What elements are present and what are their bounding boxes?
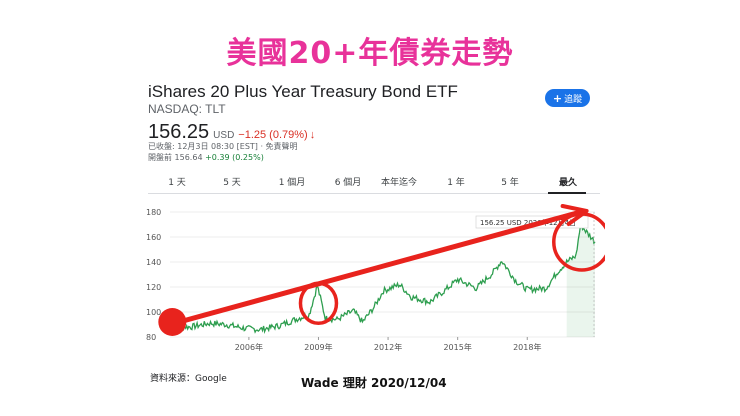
follow-button[interactable]: + 追蹤 [545,89,590,107]
price-row: 156.25 USD −1.25 (0.79%) ↓ [148,121,315,144]
x-tick-label: 2012年 [374,342,402,352]
y-tick-label: 120 [146,283,161,292]
close-info: 已收盤: 12月3日 08:30 [EST] · 免責聲明 [148,142,298,151]
start-marker [158,308,187,336]
exchange-ticker: NASDAQ: TLT [148,102,226,116]
active-tab-indicator [548,192,586,194]
data-source: 資料來源：Google [150,374,227,384]
y-tick-label: 80 [146,333,156,342]
premarket-info: 開盤前 156.64 +0.39 (0.25%) [148,152,264,163]
chart-grid [170,211,595,338]
current-price: 156.25 [148,121,210,143]
tab-1m[interactable]: 1 個月 [278,178,306,188]
tab-max[interactable]: 最久 [558,178,578,188]
plus-icon: + [552,91,563,105]
y-tick-label: 140 [146,258,161,267]
x-axis-ticks: 2006年 2009年 2012年 2015年 2018年 [235,337,541,352]
x-tick-label: 2009年 [304,342,332,352]
series-area [566,223,595,337]
premarket-change: +0.39 (0.25%) [205,153,264,162]
credit-line: Wade 理財 2020/12/04 [301,376,447,390]
x-tick-label: 2015年 [443,342,471,352]
tab-1d[interactable]: 1 天 [168,178,186,188]
premarket-price: 開盤前 156.64 [148,153,203,162]
x-tick-label: 2006年 [235,342,263,352]
arrow-down-icon: ↓ [309,129,316,141]
tooltip-text: 156.25 USD 2020年12月4日 [480,218,576,227]
y-tick-label: 160 [146,233,161,242]
y-tick-label: 180 [146,208,161,217]
trend-arrow [172,209,584,326]
follow-label: 追蹤 [564,94,583,105]
tab-5y[interactable]: 5 年 [501,178,519,188]
red-annotation [158,204,605,336]
series-line [169,221,596,335]
price-change: −1.25 (0.79%) [238,129,308,141]
tab-ytd[interactable]: 本年迄今 [380,178,418,188]
y-axis-ticks: 80 100 120 140 160 180 [146,208,161,342]
arrowhead [560,204,589,226]
range-tabs: 1 天 5 天 1 個月 6 個月 本年迄今 1 年 5 年 最久 [148,172,600,194]
page-title: 美國20+年債券走勢 [226,36,514,71]
circle-2009-peak [298,281,339,325]
fund-name: iShares 20 Plus Year Treasury Bond ETF [148,82,458,101]
x-tick-label: 2018年 [513,342,541,352]
circle-2020-peak [552,212,605,272]
tab-5d[interactable]: 5 天 [223,178,241,188]
currency: USD [213,130,235,141]
y-tick-label: 100 [146,308,161,317]
tab-6m[interactable]: 6 個月 [334,178,362,188]
tab-1y[interactable]: 1 年 [447,178,465,188]
